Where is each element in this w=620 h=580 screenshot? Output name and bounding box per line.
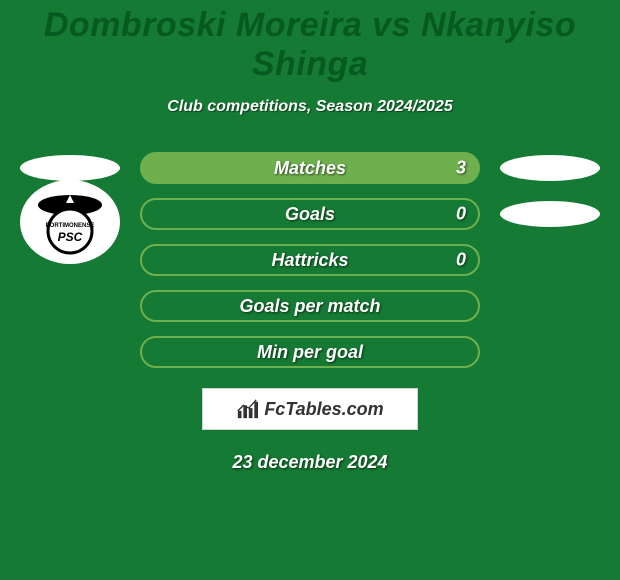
- bar-label: Min per goal: [257, 342, 363, 363]
- right-oval: [500, 201, 600, 227]
- bar-label: Hattricks: [271, 250, 348, 271]
- stat-bar: Matches 3: [140, 152, 480, 184]
- date-text: 23 december 2024: [0, 452, 620, 473]
- crest-svg: PORTIMONENSE PSC: [30, 187, 110, 257]
- crest-sub: PSC: [58, 230, 83, 244]
- bar-label: Goals per match: [239, 296, 380, 317]
- fctables-logo[interactable]: FcTables.com: [202, 388, 418, 430]
- right-oval: [500, 155, 600, 181]
- club-crest: PORTIMONENSE PSC: [20, 180, 120, 264]
- stat-bar: Goals 0: [140, 198, 480, 230]
- left-oval: [20, 155, 120, 181]
- stat-row: Min per goal: [0, 336, 620, 368]
- bar-label: Goals: [285, 204, 335, 225]
- page-title: Dombroski Moreira vs Nkanyiso Shinga: [0, 0, 620, 84]
- stat-bar: Hattricks 0: [140, 244, 480, 276]
- bar-right-value: 0: [456, 204, 466, 225]
- bars-icon: [236, 398, 258, 420]
- stat-bar: Goals per match: [140, 290, 480, 322]
- bar-right-value: 3: [456, 158, 466, 179]
- stat-bar: Min per goal: [140, 336, 480, 368]
- bar-label: Matches: [274, 158, 346, 179]
- logo-text: FcTables.com: [264, 399, 383, 420]
- crest-label: PORTIMONENSE: [46, 223, 95, 229]
- bar-right-value: 0: [456, 250, 466, 271]
- stat-row: Goals per match: [0, 290, 620, 322]
- page-subtitle: Club competitions, Season 2024/2025: [0, 98, 620, 116]
- crest-bg: PORTIMONENSE PSC: [20, 180, 120, 264]
